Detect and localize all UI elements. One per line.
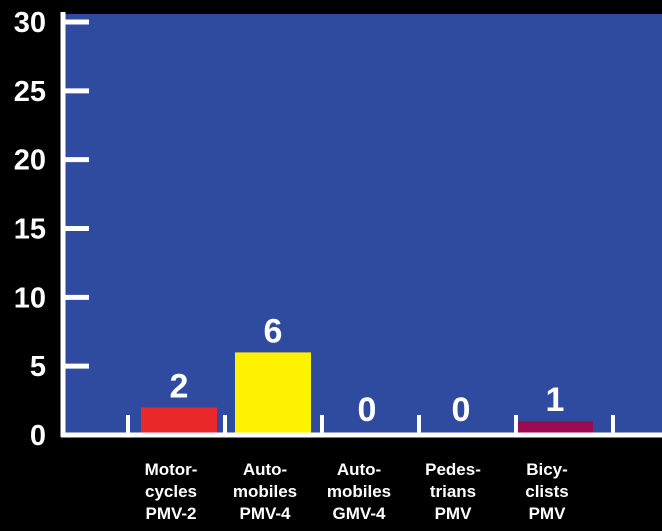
y-tick-label: 10 [14,282,46,314]
bar [517,421,593,435]
category-label: Pedes- [425,460,481,479]
data-label: 2 [170,367,189,405]
category-label: PMV-2 [145,504,196,523]
bars [141,352,593,435]
category-label: clists [525,482,568,501]
data-label: 6 [264,312,283,350]
x-axis-ticks [126,415,615,435]
data-labels: 2 6 0 0 1 [170,312,565,429]
data-label: 0 [452,391,471,429]
y-tick-label: 30 [14,7,46,39]
data-label: 0 [358,391,377,429]
category-label: mobiles [233,482,297,501]
category-label: Auto- [337,460,381,479]
category-labels: Motor-cycles PMV-2 Auto-mobiles PMV-4 Auto-m… [145,460,569,523]
bar [235,352,311,435]
y-tick-label: 15 [14,214,46,246]
data-label: 1 [546,381,565,419]
category-label: PMV [435,504,473,523]
category-label: Motor- [145,460,198,479]
bar [141,407,217,435]
category-label: PMV [529,504,567,523]
y-tick-label: 5 [30,351,46,383]
y-tick-label: 25 [14,76,46,108]
y-tick-label: 0 [30,420,46,452]
category-label: GMV-4 [333,504,386,523]
category-label: cycles [145,482,197,501]
y-tick-label: 20 [14,145,46,177]
category-label: PMV-4 [239,504,291,523]
y-axis-ticks: 0 5 10 15 20 25 30 [14,7,89,452]
category-label: Auto- [243,460,287,479]
category-label: mobiles [327,482,391,501]
category-label: trians [430,482,476,501]
plot-area [63,14,662,434]
category-label: Bicy- [526,460,568,479]
